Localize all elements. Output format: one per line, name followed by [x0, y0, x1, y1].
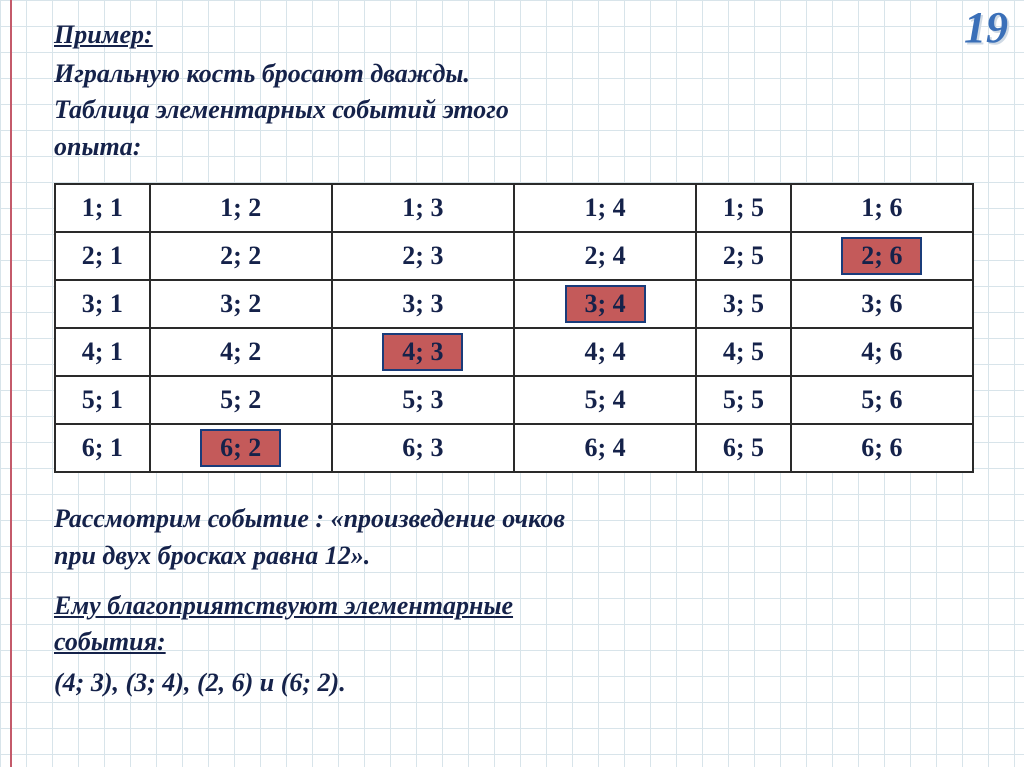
table-cell: 3; 2	[150, 280, 332, 328]
table-cell: 5; 5	[696, 376, 791, 424]
table-cell: 2; 1	[55, 232, 150, 280]
event-description: Рассмотрим событие : «произведение очков…	[54, 501, 974, 574]
intro-line: Таблица элементарных событий этого	[54, 95, 509, 124]
table-cell: 4; 1	[55, 328, 150, 376]
table-cell: 3; 1	[55, 280, 150, 328]
table-cell: 5; 6	[791, 376, 973, 424]
intro-line: опыта:	[54, 132, 141, 161]
favorable-line: события:	[54, 627, 166, 656]
table-cell: 2; 2	[150, 232, 332, 280]
table-cell: 3; 6	[791, 280, 973, 328]
example-heading: Пример:	[54, 20, 974, 50]
table-cell: 6; 6	[791, 424, 973, 472]
table-cell: 2; 3	[332, 232, 514, 280]
table-cell: 3; 3	[332, 280, 514, 328]
table-cell: 3; 5	[696, 280, 791, 328]
event-line: Рассмотрим событие : «произведение очков	[54, 504, 565, 533]
favorable-line: Ему благоприятствуют элементарные	[54, 591, 513, 620]
highlighted-cell: 6; 2	[200, 429, 281, 467]
table-cell: 6; 5	[696, 424, 791, 472]
table-cell: 6; 1	[55, 424, 150, 472]
event-line: при двух бросках равна 12».	[54, 541, 370, 570]
table-cell: 2; 6	[791, 232, 973, 280]
favorable-heading: Ему благоприятствуют элементарные событи…	[54, 588, 974, 661]
highlighted-cell: 2; 6	[841, 237, 922, 275]
table-cell: 5; 4	[514, 376, 696, 424]
table-cell: 3; 4	[514, 280, 696, 328]
table-cell: 4; 6	[791, 328, 973, 376]
table-cell: 4; 3	[332, 328, 514, 376]
table-cell: 1; 2	[150, 184, 332, 232]
table-cell: 4; 5	[696, 328, 791, 376]
table-cell: 4; 2	[150, 328, 332, 376]
table-cell: 1; 3	[332, 184, 514, 232]
table-cell: 6; 4	[514, 424, 696, 472]
favorable-events-list: (4; 3), (3; 4), (2, 6) и (6; 2).	[54, 663, 974, 702]
highlighted-cell: 3; 4	[565, 285, 646, 323]
table-cell: 1; 1	[55, 184, 150, 232]
table-cell: 2; 5	[696, 232, 791, 280]
table-cell: 6; 2	[150, 424, 332, 472]
highlighted-cell: 4; 3	[382, 333, 463, 371]
table-cell: 2; 4	[514, 232, 696, 280]
table-cell: 5; 2	[150, 376, 332, 424]
table-cell: 1; 4	[514, 184, 696, 232]
table-cell: 4; 4	[514, 328, 696, 376]
table-cell: 1; 6	[791, 184, 973, 232]
table-cell: 6; 3	[332, 424, 514, 472]
outcomes-table: 1; 11; 21; 31; 41; 51; 6 2; 12; 22; 32; 4…	[54, 183, 974, 473]
table-cell: 5; 1	[55, 376, 150, 424]
table-cell: 1; 5	[696, 184, 791, 232]
intro-text: Игральную кость бросают дважды. Таблица …	[54, 56, 974, 165]
table-cell: 5; 3	[332, 376, 514, 424]
intro-line: Игральную кость бросают дважды.	[54, 59, 470, 88]
